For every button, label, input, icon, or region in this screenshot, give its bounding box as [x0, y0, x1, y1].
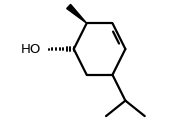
Text: HO: HO: [21, 43, 41, 55]
Polygon shape: [67, 4, 87, 23]
